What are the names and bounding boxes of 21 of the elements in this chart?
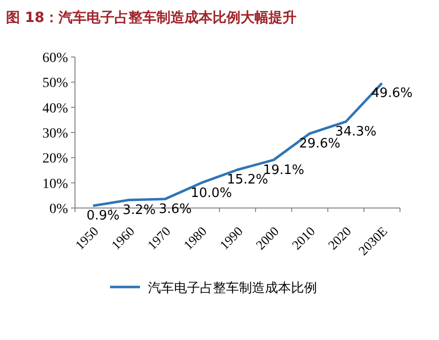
data-label: 3.2% [122,202,156,218]
chart-title: 图 18：汽车电子占整车制造成本比例大幅提升 [6,9,296,26]
legend-label: 汽车电子占整车制造成本比例 [148,281,317,296]
y-tick-label: 0% [49,202,68,217]
data-label: 3.6% [158,202,192,217]
x-tick-label: 1960 [108,224,138,253]
y-tick-label: 50% [42,76,68,92]
data-label: 0.9% [86,208,120,224]
y-tick-label: 40% [42,101,68,116]
x-tick-label: 1970 [144,224,174,253]
y-tick-label: 60% [42,51,68,66]
data-label: 29.6% [299,136,340,152]
data-label: 10.0% [190,186,232,201]
x-tick-label: 1950 [72,224,102,253]
y-tick-label: 30% [42,126,68,142]
y-tick-label: 20% [42,152,68,167]
y-tick-label: 10% [42,176,68,192]
data-label: 15.2% [226,172,268,188]
x-tick-label: 1980 [180,224,210,253]
data-label: 49.6% [371,86,413,102]
x-tick-label: 1990 [216,224,246,253]
